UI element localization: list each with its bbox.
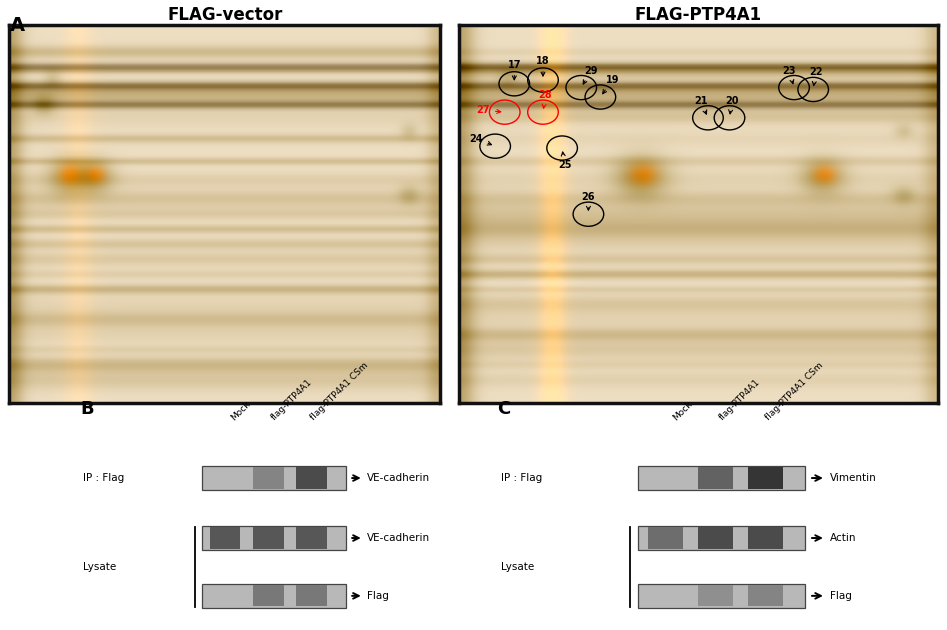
- Text: Vimentin: Vimentin: [830, 473, 877, 483]
- FancyBboxPatch shape: [253, 467, 283, 489]
- Text: 22: 22: [809, 67, 822, 86]
- FancyBboxPatch shape: [748, 585, 783, 607]
- Text: 29: 29: [583, 66, 598, 84]
- Text: Flag: Flag: [367, 591, 389, 601]
- Text: 19: 19: [602, 75, 619, 94]
- Text: 27: 27: [476, 105, 501, 115]
- Text: flag-PTP4A1 CSm: flag-PTP4A1 CSm: [309, 361, 370, 422]
- Text: VE-cadherin: VE-cadherin: [367, 473, 430, 483]
- FancyBboxPatch shape: [202, 466, 346, 490]
- FancyBboxPatch shape: [698, 527, 733, 549]
- Text: 28: 28: [539, 90, 552, 108]
- FancyBboxPatch shape: [638, 583, 805, 608]
- Text: B: B: [80, 400, 94, 418]
- Text: 23: 23: [782, 66, 796, 84]
- FancyBboxPatch shape: [648, 527, 683, 549]
- Title: FLAG-vector: FLAG-vector: [168, 6, 282, 24]
- Text: flag-PTP4A1: flag-PTP4A1: [269, 378, 313, 422]
- FancyBboxPatch shape: [210, 527, 241, 549]
- FancyBboxPatch shape: [202, 525, 346, 551]
- Text: Flag: Flag: [830, 591, 851, 601]
- Text: Mock: Mock: [229, 399, 253, 422]
- Text: 24: 24: [470, 134, 491, 145]
- FancyBboxPatch shape: [202, 583, 346, 608]
- Text: 25: 25: [558, 152, 571, 170]
- Text: 17: 17: [508, 60, 521, 80]
- Text: VE-cadherin: VE-cadherin: [367, 533, 430, 543]
- Text: Lysate: Lysate: [501, 562, 534, 572]
- FancyBboxPatch shape: [253, 585, 283, 607]
- Text: C: C: [497, 400, 510, 418]
- FancyBboxPatch shape: [296, 585, 327, 607]
- Text: flag-PTP4A1 CSm: flag-PTP4A1 CSm: [763, 361, 825, 422]
- FancyBboxPatch shape: [698, 467, 733, 489]
- Text: IP : Flag: IP : Flag: [83, 473, 124, 483]
- Text: flag-PTP4A1: flag-PTP4A1: [717, 378, 762, 422]
- Text: Actin: Actin: [830, 533, 856, 543]
- Text: IP : Flag: IP : Flag: [501, 473, 542, 483]
- Text: 21: 21: [694, 96, 707, 114]
- FancyBboxPatch shape: [638, 525, 805, 551]
- FancyBboxPatch shape: [296, 527, 327, 549]
- Text: 18: 18: [536, 56, 550, 76]
- Text: A: A: [9, 16, 25, 35]
- Title: FLAG-PTP4A1: FLAG-PTP4A1: [634, 6, 762, 24]
- FancyBboxPatch shape: [296, 467, 327, 489]
- FancyBboxPatch shape: [748, 527, 783, 549]
- Text: 20: 20: [725, 96, 739, 114]
- Text: Lysate: Lysate: [83, 562, 116, 572]
- FancyBboxPatch shape: [253, 527, 283, 549]
- Text: 26: 26: [581, 192, 595, 210]
- FancyBboxPatch shape: [748, 467, 783, 489]
- Text: Mock: Mock: [671, 399, 694, 422]
- FancyBboxPatch shape: [698, 585, 733, 607]
- FancyBboxPatch shape: [638, 466, 805, 490]
